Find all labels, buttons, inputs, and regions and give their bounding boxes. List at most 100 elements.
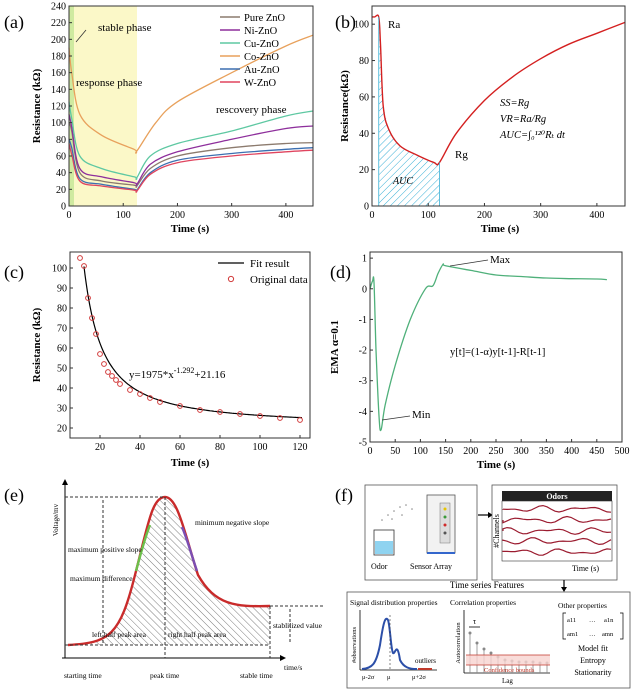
series-line-w-zno [68, 143, 314, 193]
lag-label: Lag [502, 677, 513, 685]
panel-c-xtick: 100 [253, 442, 268, 453]
eq-ss: SS=Rg [500, 98, 529, 109]
series-line-ni-zno [68, 114, 314, 187]
data-point [217, 409, 223, 415]
legend-entry: Ni-ZnO [244, 26, 278, 37]
panel-c-xtick: 40 [135, 442, 145, 453]
channel-traces [502, 504, 612, 556]
data-point [105, 369, 111, 375]
data-point [113, 377, 119, 383]
sensor-array-label: Sensor Array [410, 562, 452, 571]
series-line-cu-zno [68, 101, 314, 180]
panel-c-ylabel: Resistance (kΩ) [31, 307, 43, 382]
e-ylabel: Voltage/mv [52, 503, 60, 536]
panel-a-ylabel: Resistance (kΩ) [31, 68, 43, 143]
panel-a-ytick: 160 [51, 68, 66, 79]
panel-c-ytick: 40 [57, 384, 67, 395]
tick-mu-minus: μ-2σ [362, 674, 375, 681]
panel-b-frame [371, 5, 626, 207]
panel-d-xtick: 100 [413, 446, 428, 457]
panel-d-ytick: -5 [359, 438, 367, 449]
panel-b-xtick: 100 [421, 210, 436, 221]
panel-a-ytick: 80 [56, 135, 66, 146]
resistance-curve [372, 14, 626, 166]
data-point [257, 413, 263, 419]
min-label: Min [412, 409, 431, 421]
peak-time-label: peak time [150, 671, 180, 680]
data-point [197, 407, 203, 413]
panel-a-xtick: 0 [67, 210, 72, 221]
panel-a-ytick: 120 [51, 102, 66, 113]
channel-trace [502, 515, 612, 524]
panel-d-xtick: 200 [463, 446, 478, 457]
panel-d-xtick: 450 [589, 446, 604, 457]
response-phase-text: response phase [76, 77, 142, 89]
acf-stem-head [482, 647, 486, 651]
panel-d-ytick: -1 [359, 315, 367, 326]
panel-a-ytick: 140 [51, 85, 66, 96]
ema-curve [369, 263, 607, 432]
panel-d-ylabel: EMA α=0.1 [329, 320, 341, 374]
matrix-am1: am1 [567, 631, 578, 638]
panel-d-label: (d) [330, 262, 351, 282]
tau-label: τ [473, 617, 477, 626]
panel-c-ytick: 60 [57, 344, 67, 355]
panel-d-xtick: 500 [615, 446, 630, 457]
fit-curve [83, 266, 303, 419]
signal-title: Signal distribution properties [350, 598, 438, 607]
panel-a-chart: 0 20 40 60 80 100 120 140 160 180 200 220 240 0 100 20… [31, 2, 314, 235]
panel-c-xtick: 60 [175, 442, 185, 453]
other-item-1: Model fit [578, 644, 609, 653]
stable-time-label: stable time [240, 671, 273, 680]
matrix-icon [562, 612, 624, 640]
time-label: Time (s) [572, 564, 599, 573]
panel-e-label: (e) [4, 485, 24, 505]
panel-e-diagram: Voltage/mv time/s maximum positive slope… [52, 479, 325, 680]
legend-data: Original data [250, 274, 308, 286]
panel-b-ytick: 40 [359, 129, 369, 140]
matrix-amn: amn [602, 631, 614, 638]
ra-label: Ra [388, 19, 400, 31]
panel-d-xtick: 350 [539, 446, 554, 457]
corr-title: Correlation properties [450, 598, 516, 607]
panel-a-ytick: 100 [51, 118, 66, 129]
starting-time-label: starting time [64, 671, 102, 680]
panel-d-ytick: 1 [362, 254, 367, 265]
panel-d-xtick: 50 [390, 446, 400, 457]
data-point [117, 381, 123, 387]
series-line-pure-zno [68, 122, 314, 188]
data-point [85, 295, 91, 301]
confidence-label: Confidence bounds [484, 667, 535, 674]
other-item-2: Entropy [580, 656, 606, 665]
right-area-label: right half peak area [168, 630, 227, 639]
ema-equation: y[t]=(1-α)y[t-1]-R[t-1] [450, 347, 545, 358]
setup-box [364, 484, 478, 581]
matrix-dots-1: … [589, 617, 596, 624]
panel-a-ytick: 180 [51, 52, 66, 63]
panel-d-xtick: 400 [564, 446, 579, 457]
data-point [147, 395, 153, 401]
fit-equation: y=1975*x-1.292+21.16 [129, 366, 226, 381]
data-point [137, 391, 143, 397]
panel-b-ytick: 100 [354, 20, 369, 31]
beaker-icon [373, 529, 395, 556]
panel-a-ytick: 0 [61, 202, 66, 213]
channel-trace [502, 526, 612, 535]
panel-c-xtick: 80 [215, 442, 225, 453]
panel-a-xlabel: Time (s) [171, 223, 210, 235]
features-title: Time series Features [450, 580, 525, 590]
panel-a-ytick: 40 [56, 168, 66, 179]
channels-label: #Channels [492, 514, 501, 548]
panel-b-chart: 0 20 40 60 80 100 0 100 200 300 400 Ra Rg AUC SS=… [339, 5, 626, 235]
panel-c-chart: 20 30 40 50 60 70 80 90 100 20 40 60 80 100 120 Fit r… [31, 251, 311, 469]
features-box [346, 591, 631, 689]
panel-c-xtick: 120 [293, 442, 308, 453]
tick-mu-plus: μ+2σ [412, 674, 426, 681]
tick-mu: μ [387, 674, 391, 681]
channel-trace [502, 537, 612, 546]
panel-b-ytick: 80 [359, 56, 369, 67]
min-neg-slope-label: minimum negative slope [195, 518, 270, 527]
panel-a-ytick: 240 [51, 2, 66, 13]
data-point [77, 255, 83, 261]
panel-d-xtick: 250 [489, 446, 504, 457]
